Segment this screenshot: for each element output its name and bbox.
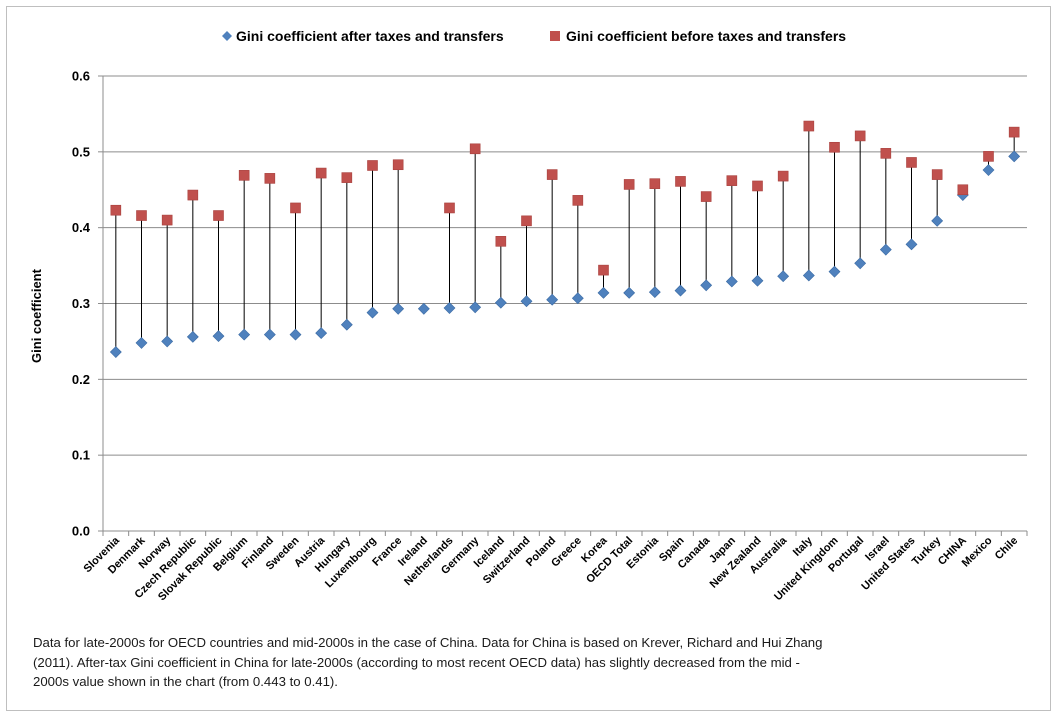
legend-diamond-icon <box>222 31 232 41</box>
y-tick-label: 0.5 <box>72 144 90 159</box>
y-tick-label: 0.2 <box>72 372 90 387</box>
point-after-taxes <box>1008 150 1021 163</box>
point-after-taxes <box>494 296 507 309</box>
point-before-taxes <box>341 172 353 183</box>
footnote-line-2: (2011). After-tax Gini coefficient in Ch… <box>33 654 800 670</box>
point-before-taxes <box>290 202 301 214</box>
y-axis-label: Gini coefficient <box>29 268 44 363</box>
point-after-taxes <box>469 301 482 314</box>
point-before-taxes <box>572 195 584 206</box>
point-after-taxes <box>417 302 430 315</box>
point-before-taxes <box>469 143 481 155</box>
point-after-taxes <box>700 279 713 292</box>
point-after-taxes <box>315 327 328 339</box>
point-after-taxes <box>571 292 584 305</box>
point-after-taxes <box>161 335 174 348</box>
point-after-taxes <box>648 286 661 299</box>
point-before-taxes <box>264 173 276 184</box>
chart-frame <box>6 6 1051 711</box>
point-after-taxes <box>443 302 456 314</box>
point-before-taxes <box>187 189 199 201</box>
point-before-taxes <box>752 180 763 192</box>
point-after-taxes <box>854 257 867 270</box>
point-after-taxes <box>212 330 225 343</box>
point-before-taxes <box>623 179 635 190</box>
point-after-taxes <box>777 270 790 283</box>
point-before-taxes <box>803 120 815 132</box>
point-after-taxes <box>546 293 559 306</box>
point-after-taxes <box>597 286 610 299</box>
point-after-taxes <box>751 274 764 287</box>
point-after-taxes <box>392 302 405 315</box>
y-tick-label: 0.0 <box>72 524 90 539</box>
point-after-taxes <box>263 328 276 341</box>
point-before-taxes <box>700 191 712 202</box>
footnote: Data for late-2000s for OECD countries a… <box>33 633 1033 692</box>
point-after-taxes <box>725 275 738 288</box>
point-before-taxes <box>367 160 378 171</box>
point-before-taxes <box>136 210 147 221</box>
point-after-taxes <box>623 286 636 299</box>
point-after-taxes <box>931 214 944 227</box>
point-before-taxes <box>495 236 507 247</box>
footnote-line-1: Data for late-2000s for OECD countries a… <box>33 635 823 650</box>
legend-square-icon <box>550 31 560 41</box>
legend: Gini coefficient after taxes and transfe… <box>222 28 846 44</box>
point-after-taxes <box>879 243 892 256</box>
point-before-taxes <box>829 141 840 153</box>
point-after-taxes <box>289 328 302 341</box>
legend-label-after: Gini coefficient after taxes and transfe… <box>236 28 504 44</box>
point-before-taxes <box>983 151 994 162</box>
point-before-taxes <box>315 167 327 179</box>
point-before-taxes <box>777 170 789 182</box>
point-before-taxes <box>546 169 558 180</box>
point-before-taxes <box>392 159 404 171</box>
point-after-taxes <box>135 337 148 349</box>
point-before-taxes <box>854 130 866 142</box>
point-after-taxes <box>520 295 533 308</box>
point-before-taxes <box>238 170 250 181</box>
footnote-line-3: 2000s value shown in the chart (from 0.4… <box>33 674 338 689</box>
point-before-taxes <box>649 178 661 189</box>
y-axis: 0.0 0.1 0.2 0.3 0.4 0.5 0.6 <box>72 69 104 539</box>
y-tick-label: 0.3 <box>72 296 90 311</box>
y-tick-label: 0.1 <box>72 448 90 463</box>
point-before-taxes <box>957 184 969 196</box>
point-before-taxes <box>110 204 122 216</box>
point-after-taxes <box>802 269 815 282</box>
data-points <box>109 120 1021 358</box>
point-before-taxes <box>444 202 455 214</box>
point-after-taxes <box>109 346 122 358</box>
point-before-taxes <box>213 210 224 221</box>
point-before-taxes <box>931 169 943 180</box>
point-after-taxes <box>238 328 251 341</box>
x-tick-label: Chile <box>993 535 1021 563</box>
point-before-taxes <box>161 214 173 226</box>
legend-label-before: Gini coefficient before taxes and transf… <box>566 28 846 44</box>
y-tick-label: 0.4 <box>72 220 91 235</box>
point-after-taxes <box>340 318 353 331</box>
point-before-taxes <box>675 176 686 187</box>
point-before-taxes <box>598 264 609 276</box>
point-after-taxes <box>366 306 379 319</box>
point-before-taxes <box>521 215 532 227</box>
point-after-taxes <box>982 164 995 176</box>
gini-chart: 0.0 0.1 0.2 0.3 0.4 0.5 0.6 SloveniaDenmarkNor… <box>29 28 1028 603</box>
point-before-taxes <box>880 148 892 159</box>
point-after-taxes <box>186 330 199 343</box>
point-after-taxes <box>905 238 918 251</box>
gridlines <box>103 75 1027 456</box>
point-after-taxes <box>828 265 841 278</box>
point-after-taxes <box>674 284 687 297</box>
point-before-taxes <box>906 157 917 168</box>
y-tick-label: 0.6 <box>72 69 90 84</box>
range-stems <box>115 126 1015 353</box>
point-before-taxes <box>726 175 738 186</box>
point-before-taxes <box>1008 126 1020 138</box>
